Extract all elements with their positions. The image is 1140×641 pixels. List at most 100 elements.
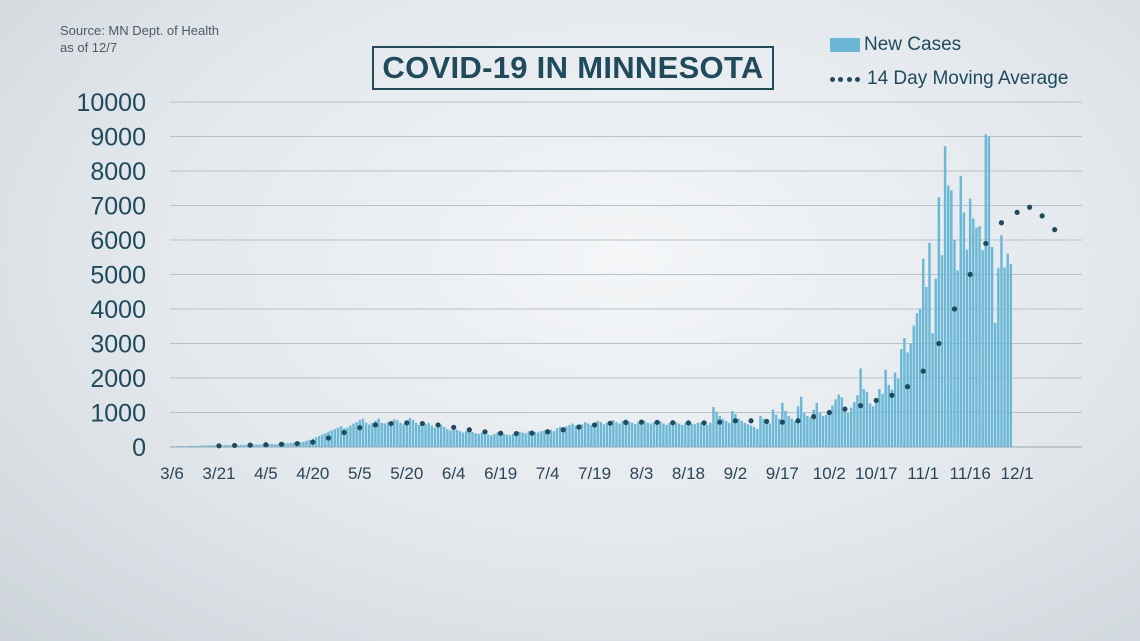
new-cases-bar [984,134,988,447]
new-cases-bar [671,420,675,447]
new-cases-bar [756,429,759,447]
new-cases-bar [749,425,753,447]
moving-average-point [482,429,488,435]
new-cases-bar [743,422,747,447]
new-cases-bar [796,406,800,447]
new-cases-bar [490,435,493,447]
new-cases-bar [477,433,480,447]
new-cases-bar [925,286,928,447]
bar-swatch-icon [830,38,860,52]
new-cases-bar [900,349,903,447]
new-cases-bar [267,444,271,447]
new-cases-bar [349,425,352,447]
new-cases-bar [887,384,890,447]
x-tick-label: 5/20 [390,464,423,483]
y-tick-label: 2000 [90,365,146,393]
new-cases-bar [956,270,959,447]
moving-average-point [388,420,394,427]
new-cases-bar [696,422,700,447]
new-cases-bar [321,434,324,447]
moving-average-point [325,435,332,441]
moving-average-point [310,439,316,445]
new-cases-bar [699,422,703,447]
new-cases-bar [314,437,318,447]
new-cases-bar [856,395,859,447]
new-cases-bar [568,424,571,447]
new-cases-bar [752,426,756,447]
moving-average-point [357,425,363,431]
new-cases-bar [427,422,430,447]
new-cases-bar [374,420,377,447]
new-cases-bar [972,218,975,447]
new-cases-bar [236,445,239,447]
new-cases-bar [706,424,709,447]
new-cases-bar [665,424,668,447]
moving-average-point [451,424,457,430]
new-cases-bar [718,415,721,447]
moving-average-dots [216,204,1058,449]
moving-average-point [545,429,551,435]
x-tick-label: 6/19 [484,464,517,483]
new-cases-bar [449,430,452,447]
new-cases-bar [377,418,380,447]
x-tick-label: 12/1 [1001,464,1034,483]
moving-average-point [717,419,723,425]
new-cases-bar [771,409,775,447]
x-tick-label: 3/6 [160,464,184,483]
y-tick-label: 4000 [90,296,146,324]
y-tick-label: 5000 [90,262,146,290]
new-cases-bar [367,424,371,447]
moving-average-point [811,414,817,420]
moving-average-point [263,442,269,448]
new-cases-bar [608,421,612,447]
new-cases-bar [881,393,884,447]
new-cases-bar [602,424,606,447]
new-cases-bar [997,268,1000,447]
new-cases-bar [286,443,290,447]
new-cases-bar [558,426,562,447]
new-cases-bar [443,426,446,447]
new-cases-bar [521,432,524,447]
new-cases-bar [458,431,462,447]
new-cases-bar [903,337,906,447]
new-cases-bar [871,406,875,447]
new-cases-bar [446,429,449,447]
new-cases-bar [208,445,211,447]
new-cases-bar [239,444,243,447]
moving-average-point [873,397,879,404]
new-cases-bar [812,409,815,447]
new-cases-bar [968,198,972,447]
new-cases-bar [596,420,599,447]
new-cases-bar [574,425,577,447]
new-cases-bar [198,445,202,447]
new-cases-bar [186,446,189,447]
new-cases-bar [242,444,246,447]
new-cases-bar [283,443,286,447]
new-cases-bar [536,432,540,447]
new-cases-bar [906,352,909,447]
new-cases-bar [843,409,847,447]
new-cases-bar [853,402,856,447]
moving-average-point [920,368,926,374]
new-cases-bar [577,426,581,447]
new-cases-bar [687,421,690,447]
new-cases-bar [1009,264,1013,447]
new-cases-bar [875,398,878,447]
new-cases-bar [981,250,984,447]
new-cases-bar [605,422,609,447]
moving-average-point [607,420,613,426]
y-tick-label: 7000 [90,193,146,221]
new-cases-bar [990,246,994,447]
new-cases-bar [418,424,421,447]
new-cases-bar [480,432,484,447]
new-cases-bar [765,421,768,447]
new-cases-bar [674,422,678,447]
new-cases-bar [192,445,196,447]
new-cases-bar [189,445,193,447]
moving-average-point [1039,213,1045,219]
new-cases-bar [346,427,349,447]
y-tick-label: 8000 [90,158,146,186]
new-cases-bar [659,421,662,447]
new-cases-bar [565,426,568,447]
new-cases-bar [950,190,953,447]
